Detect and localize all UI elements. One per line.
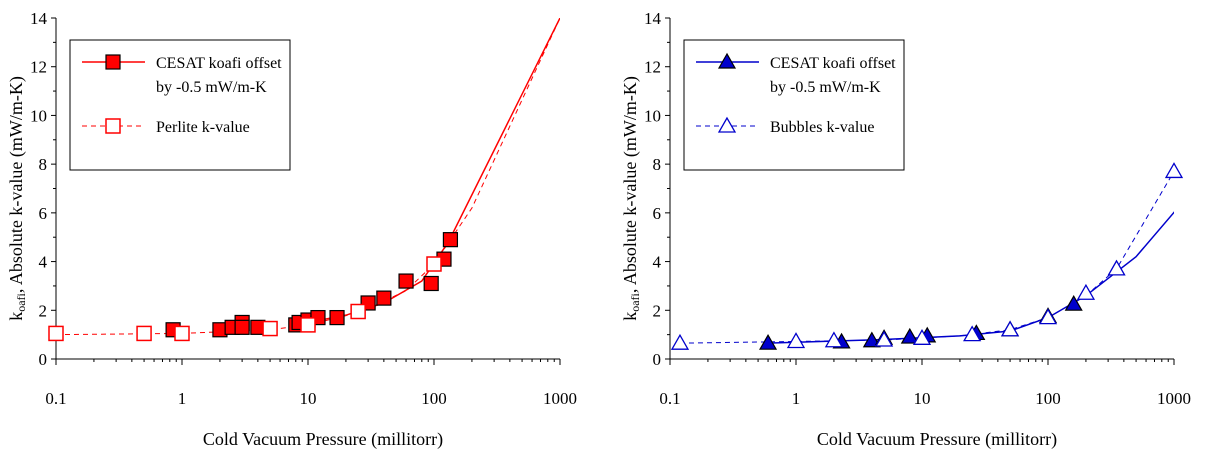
y-axis-title-rest: , Absolute k-value (mW/m-K) xyxy=(620,76,641,293)
legend-label-series-1: Perlite k-value xyxy=(156,119,250,136)
legend-marker-series-1 xyxy=(717,116,737,133)
x-tick-label: 100 xyxy=(1035,389,1061,408)
x-axis-title: Cold Vacuum Pressure (millitorr) xyxy=(817,429,1057,449)
series-1-point xyxy=(963,325,982,342)
x-tick-label: 1000 xyxy=(543,389,577,408)
y-tick-label: 8 xyxy=(653,155,662,174)
series-0-point xyxy=(423,275,439,292)
series-1-point xyxy=(48,325,64,342)
legend-marker-series-0 xyxy=(105,54,121,70)
legend-label-series-0-line1: CESAT koafi offset xyxy=(156,55,282,72)
y-tick-label: 0 xyxy=(653,350,662,369)
x-tick-label: 10 xyxy=(914,389,931,408)
chart-right: 0 2 4 6 8 10 12 14 0.1 1 10 100 1000 Cold Vacuum Pres… xyxy=(620,9,1191,449)
series-1-point xyxy=(1164,162,1184,179)
y-axis-title-sub: oafi xyxy=(14,292,28,311)
series-1-point xyxy=(1000,320,1020,337)
x-tick-label: 0.1 xyxy=(45,389,66,408)
x-tick-label: 10 xyxy=(300,389,317,408)
y-axis-title: koafi, Absolute k-value (mW/m-K) xyxy=(620,76,642,321)
x-tick-label: 1 xyxy=(792,389,801,408)
y-tick-label: 4 xyxy=(653,253,662,272)
series-1-point xyxy=(1107,259,1126,276)
legend-label-series-0-line2: by -0.5 mW/m-K xyxy=(770,79,881,96)
series-0-point xyxy=(398,273,414,289)
legend-marker-series-0 xyxy=(717,52,737,69)
x-tick-label: 100 xyxy=(421,389,447,408)
y-axis-title-main: k xyxy=(6,312,26,321)
y-tick-label: 6 xyxy=(39,204,48,223)
y-tick-label: 8 xyxy=(39,155,48,174)
y-tick-label: 6 xyxy=(653,204,662,223)
legend-label-series-1: Bubbles k-value xyxy=(770,119,874,136)
y-tick-label: 2 xyxy=(653,301,662,320)
series-1-point xyxy=(824,331,844,348)
y-tick-label: 14 xyxy=(644,9,662,28)
x-axis-title: Cold Vacuum Pressure (millitorr) xyxy=(203,429,443,449)
y-axis-title-sub: oafi xyxy=(628,292,642,311)
x-tick-label: 0.1 xyxy=(659,389,680,408)
y-tick-label: 4 xyxy=(39,253,48,272)
series-0-point xyxy=(1064,294,1083,311)
series-1-point xyxy=(350,303,366,320)
series-1-point xyxy=(426,256,442,272)
series-1-point xyxy=(300,317,316,333)
legend-marker-series-1 xyxy=(105,118,121,134)
y-tick-label: 10 xyxy=(644,106,661,125)
y-tick-label: 12 xyxy=(30,58,47,77)
series-1-point xyxy=(136,325,152,342)
legend-label-series-0-line2: by -0.5 mW/m-K xyxy=(156,79,267,96)
series-0-point xyxy=(442,232,459,248)
series-1-point xyxy=(1038,308,1058,325)
y-tick-label: 14 xyxy=(30,9,48,28)
series-0-point xyxy=(234,319,250,335)
series-0-point xyxy=(329,309,345,326)
series-0-point xyxy=(900,327,919,344)
series-0-point xyxy=(862,331,881,348)
y-axis-title-main: k xyxy=(620,312,640,321)
series-1-line xyxy=(56,18,560,336)
series-1-point xyxy=(262,320,278,337)
series-1-point xyxy=(912,328,932,345)
x-tick-label: 1000 xyxy=(1157,389,1191,408)
series-1-point xyxy=(1076,283,1096,300)
series-0-point xyxy=(759,333,778,350)
y-axis-title-rest: , Absolute k-value (mW/m-K) xyxy=(6,76,27,293)
series-1-point xyxy=(174,325,190,342)
series-1-point xyxy=(786,332,806,349)
series-0-point xyxy=(376,290,392,306)
plot-area xyxy=(679,169,1174,344)
x-tick-label: 1 xyxy=(178,389,187,408)
y-tick-label: 12 xyxy=(644,58,661,77)
y-tick-label: 10 xyxy=(30,106,47,125)
series-1-point xyxy=(670,333,690,350)
series-1-point xyxy=(874,330,894,347)
chart-left: 0 2 4 6 8 10 12 14 0.1 1 10 100 1000 Cold Vacuum Pres… xyxy=(6,9,577,449)
y-tick-label: 0 xyxy=(39,350,48,369)
y-tick-label: 2 xyxy=(39,301,48,320)
y-axis-title: koafi, Absolute k-value (mW/m-K) xyxy=(6,76,28,321)
legend-label-series-0-line1: CESAT koafi offset xyxy=(770,55,896,72)
